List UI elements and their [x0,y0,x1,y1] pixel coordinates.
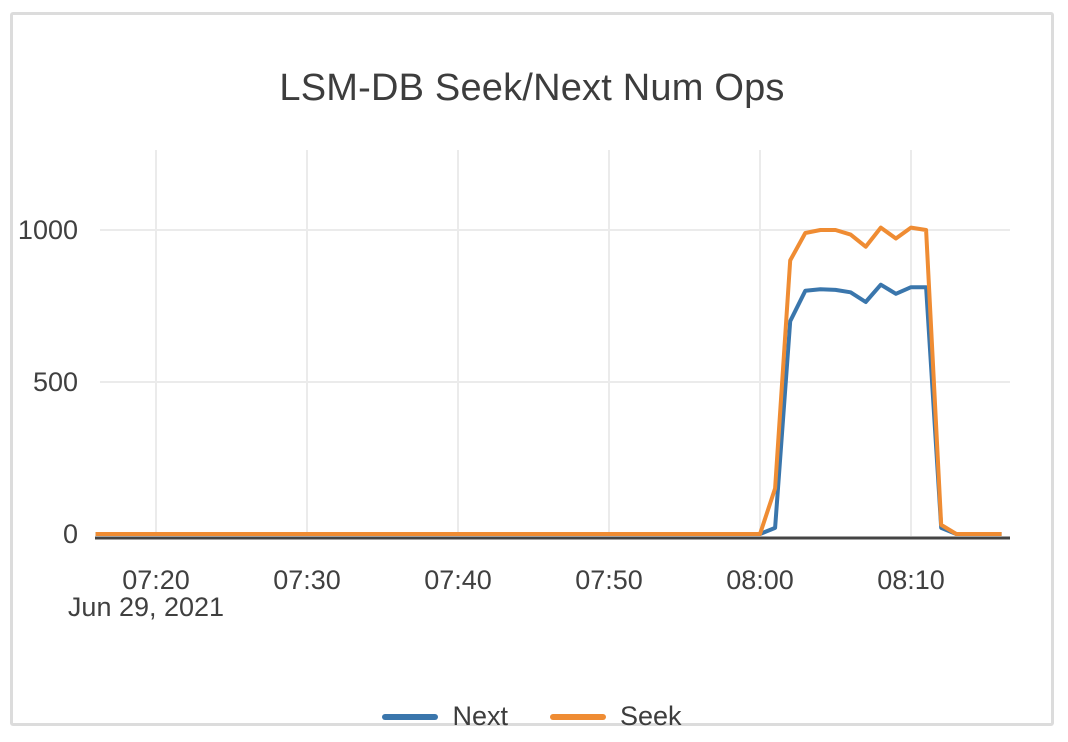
series-line-seek [95,225,1002,536]
legend-label-seek: Seek [619,701,682,731]
x-tick-label: 07:40 [424,565,492,595]
series-line-next [95,282,1002,536]
next-line-swatch-icon [382,713,439,720]
x-axis-date-label: Jun 29, 2021 [68,592,224,622]
x-tick-label: 07:20 [122,565,190,595]
legend: Next Seek [13,701,1051,732]
chart-card: LSM-DB Seek/Next Num Ops Next Seek [10,12,1054,731]
legend-item-next[interactable]: Next [382,701,508,732]
y-tick-label: 0 [63,519,78,549]
x-tick-label: 07:30 [273,565,341,595]
seek-line-swatch-icon [549,713,606,720]
y-tick-label: 500 [33,367,78,397]
x-tick-label: 08:10 [877,565,945,595]
x-tick-label: 07:50 [575,565,643,595]
y-tick-label: 1000 [18,215,78,245]
chart-title: LSM-DB Seek/Next Num Ops [279,67,785,109]
legend-item-seek[interactable]: Seek [549,701,682,732]
x-tick-label: 08:00 [726,565,794,595]
legend-label-next: Next [452,701,508,731]
